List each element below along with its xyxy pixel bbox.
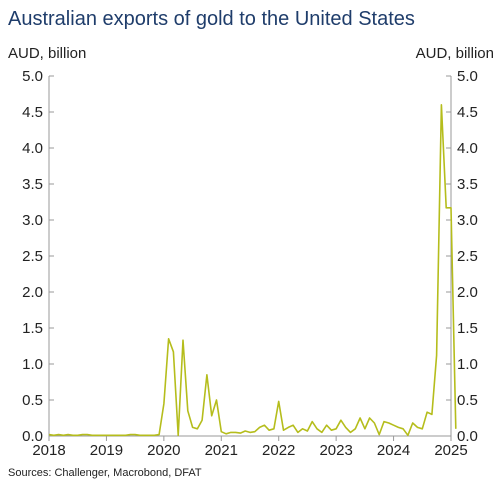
y-tick-label-right: 4.0 <box>457 140 478 157</box>
y-tick-label-left: 4.5 <box>22 104 43 121</box>
y-tick-label-right: 4.5 <box>457 104 478 121</box>
y-tick-label-right: 2.5 <box>457 248 478 265</box>
x-tick-label: 2021 <box>205 442 238 459</box>
y-tick-label-left: 5.0 <box>22 68 43 85</box>
y-tick-label-left: 4.0 <box>22 140 43 157</box>
y-tick-label-left: 2.5 <box>22 248 43 265</box>
y-tick-label-right: 1.0 <box>457 356 478 373</box>
x-tick-label: 2019 <box>90 442 123 459</box>
tick-labels: 0.0 0.0 0.5 0.5 1.0 1.0 1.5 1.5 2.0 2.0 2.5 2.5 3.0 3… <box>22 68 478 459</box>
series-layer <box>48 104 457 437</box>
y-tick-label-right: 0.5 <box>457 392 478 409</box>
y-tick-label-left: 1.5 <box>22 320 43 337</box>
y-tick-label-left: 0.5 <box>22 392 43 409</box>
x-tick-label: 2023 <box>319 442 352 459</box>
y-tick-label-right: 1.5 <box>457 320 478 337</box>
y-tick-label-left: 3.0 <box>22 212 43 229</box>
source-note: Sources: Challenger, Macrobond, DFAT <box>8 467 202 479</box>
y-tick-label-left: 0.0 <box>22 428 43 445</box>
y-tick-label-left: 1.0 <box>22 356 43 373</box>
y-tick-label-right: 5.0 <box>457 68 478 85</box>
x-tick-label: 2024 <box>377 442 410 459</box>
y-tick-label-right: 3.0 <box>457 212 478 229</box>
y-axis-label-right: AUD, billion <box>415 45 494 62</box>
y-tick-label-left: 3.5 <box>22 176 43 193</box>
x-tick-label: 2022 <box>262 442 295 459</box>
axes <box>48 75 452 441</box>
y-tick-label-right: 2.0 <box>457 284 478 301</box>
y-axis-label-left: AUD, billion <box>8 45 87 62</box>
chart-title: Australian exports of gold to the United… <box>8 8 415 30</box>
x-tick-label: 2025 <box>434 442 467 459</box>
y-tick-label-left: 2.0 <box>22 284 43 301</box>
y-tick-label-right: 0.0 <box>457 428 478 445</box>
x-tick-label: 2018 <box>32 442 65 459</box>
x-tick-label: 2020 <box>147 442 180 459</box>
series-line-gold-exports <box>48 104 457 437</box>
y-tick-label-right: 3.5 <box>457 176 478 193</box>
